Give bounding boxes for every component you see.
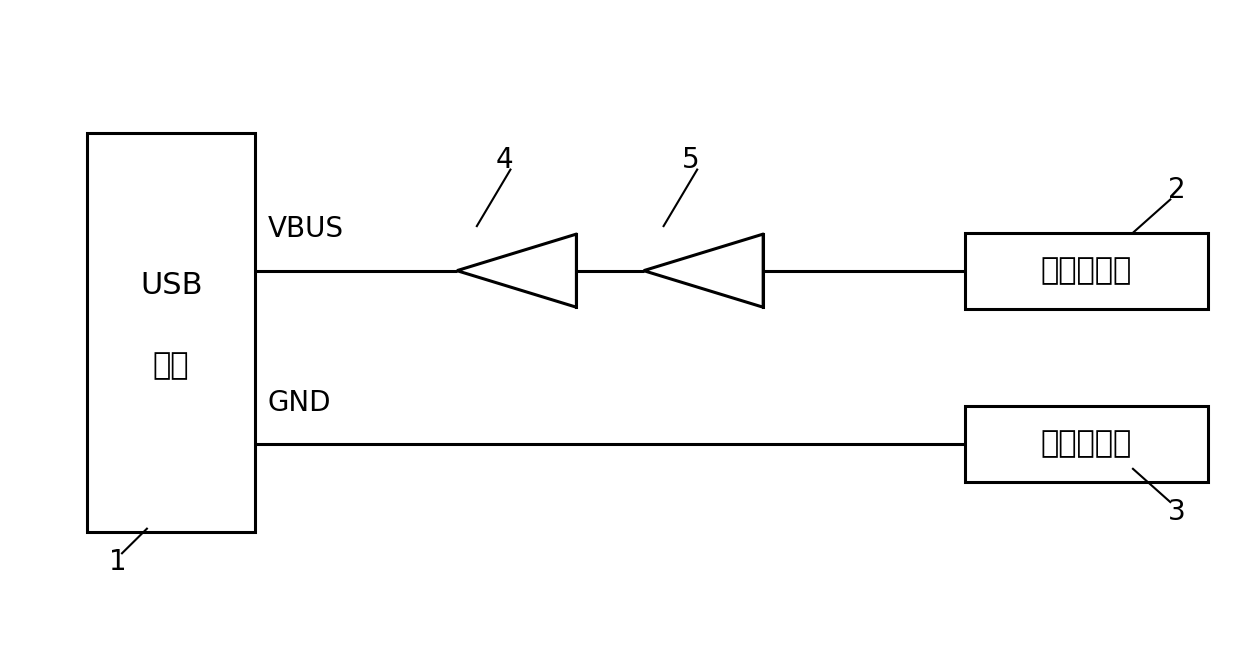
Text: 1: 1 [110, 548, 127, 576]
Text: 接口: 接口 [153, 351, 189, 380]
Text: 4: 4 [496, 146, 513, 174]
Text: 2: 2 [1168, 176, 1185, 203]
Text: GND: GND [268, 389, 331, 417]
Text: 5: 5 [682, 146, 700, 174]
Bar [87, 133, 255, 532]
Bar [965, 406, 1208, 482]
Bar [965, 233, 1208, 309]
Text: 负极接线端: 负极接线端 [1041, 430, 1132, 458]
Text: 正极接线端: 正极接线端 [1041, 257, 1132, 285]
Text: VBUS: VBUS [268, 215, 344, 243]
Text: USB: USB [139, 271, 203, 301]
Text: 3: 3 [1168, 498, 1185, 526]
